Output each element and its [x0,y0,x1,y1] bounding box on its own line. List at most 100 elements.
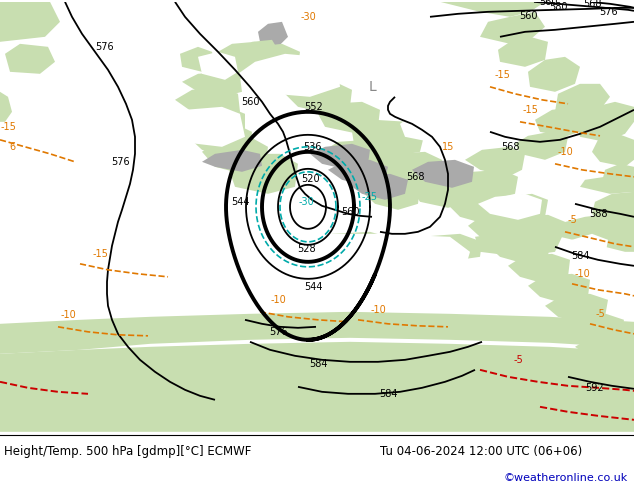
Polygon shape [238,54,340,97]
Polygon shape [602,164,634,192]
Polygon shape [358,162,415,194]
Polygon shape [0,312,634,354]
Polygon shape [165,107,245,147]
Text: -30: -30 [298,197,314,207]
Polygon shape [232,57,268,77]
Text: -15: -15 [0,122,16,132]
Text: 528: 528 [297,244,315,254]
Polygon shape [352,120,425,157]
Polygon shape [475,230,562,257]
Text: -10: -10 [270,295,286,305]
Polygon shape [328,160,388,186]
Text: -25: -25 [362,192,378,202]
Text: 560: 560 [340,207,359,217]
Polygon shape [480,12,545,44]
Polygon shape [528,57,580,92]
Polygon shape [188,124,252,157]
Polygon shape [490,194,548,224]
Polygon shape [315,232,400,260]
Polygon shape [182,72,242,97]
Polygon shape [258,22,288,47]
Polygon shape [340,147,398,177]
Text: 560: 560 [539,0,557,7]
Text: -30: -30 [300,12,316,22]
Polygon shape [202,150,262,172]
Polygon shape [200,54,255,80]
Polygon shape [575,102,634,142]
Text: 576: 576 [269,327,287,337]
Text: 568: 568 [501,142,519,152]
Polygon shape [545,294,608,324]
Polygon shape [228,154,298,194]
Polygon shape [412,177,472,208]
Text: 576: 576 [96,42,114,52]
Text: 15: 15 [442,142,454,152]
Text: 568: 568 [406,172,424,182]
Polygon shape [310,144,370,170]
Polygon shape [488,234,550,264]
Polygon shape [580,177,634,194]
Polygon shape [455,170,518,200]
Polygon shape [515,132,568,160]
Text: ©weatheronline.co.uk: ©weatheronline.co.uk [504,473,628,483]
Text: -10: -10 [370,305,386,315]
Polygon shape [575,334,634,364]
Text: -15: -15 [494,70,510,80]
Polygon shape [0,92,12,122]
Polygon shape [440,2,545,17]
Polygon shape [0,342,634,432]
Text: 6: 6 [9,142,15,152]
Polygon shape [258,64,325,94]
Text: 584: 584 [378,389,398,399]
Text: -10: -10 [557,147,573,157]
Polygon shape [412,160,474,188]
Polygon shape [5,44,55,74]
Text: 520: 520 [301,174,320,184]
Polygon shape [478,194,542,220]
Text: -10: -10 [574,269,590,279]
Polygon shape [285,82,352,114]
Text: 568: 568 [583,0,601,9]
Text: 560: 560 [519,11,537,21]
Polygon shape [570,234,608,264]
Text: 560: 560 [241,97,259,107]
Polygon shape [558,214,625,244]
Polygon shape [322,140,385,170]
Text: 584: 584 [571,251,589,261]
Polygon shape [498,37,548,67]
Polygon shape [180,107,245,137]
Text: -15: -15 [522,105,538,115]
Text: 536: 536 [303,142,321,152]
Polygon shape [468,214,528,244]
Polygon shape [465,147,525,177]
Polygon shape [508,254,570,284]
Polygon shape [560,314,624,344]
Text: L: L [369,80,377,94]
Polygon shape [590,217,634,252]
Text: Height/Temp. 500 hPa [gdmp][°C] ECMWF: Height/Temp. 500 hPa [gdmp][°C] ECMWF [4,445,251,458]
Polygon shape [400,110,468,144]
Polygon shape [555,84,610,117]
Polygon shape [175,87,240,117]
Text: 576: 576 [598,7,618,17]
Polygon shape [395,234,482,262]
Text: 576: 576 [111,157,129,167]
Polygon shape [348,174,408,200]
Text: 544: 544 [231,197,249,207]
Text: 592: 592 [586,383,604,393]
Polygon shape [202,234,470,292]
Polygon shape [240,44,300,74]
Polygon shape [218,42,272,67]
Polygon shape [528,274,590,304]
Text: 552: 552 [304,102,323,112]
Polygon shape [447,192,508,224]
Text: 544: 544 [304,282,322,292]
Text: Tu 04-06-2024 12:00 UTC (06+06): Tu 04-06-2024 12:00 UTC (06+06) [380,445,582,458]
Polygon shape [0,2,60,42]
Polygon shape [345,150,410,180]
Polygon shape [510,215,565,244]
Polygon shape [592,134,634,167]
Text: 584: 584 [309,359,327,369]
Polygon shape [318,102,380,134]
Text: -10: -10 [60,310,76,320]
